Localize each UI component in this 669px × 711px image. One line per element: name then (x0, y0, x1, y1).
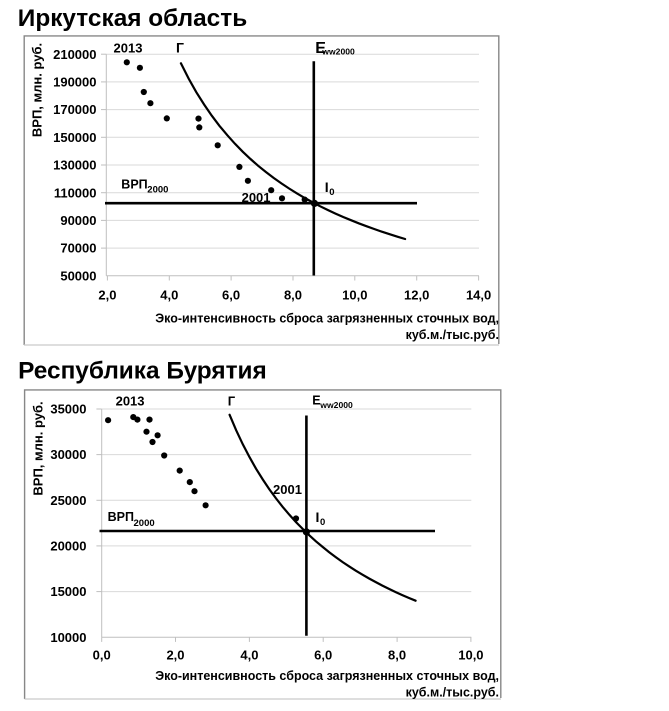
svg-text:10000: 10000 (50, 630, 86, 645)
svg-text:12,0: 12,0 (404, 288, 429, 303)
svg-text:2001: 2001 (242, 190, 271, 205)
svg-text:35000: 35000 (50, 402, 86, 417)
svg-text:50000: 50000 (60, 268, 96, 283)
svg-text:Республика Бурятия: Республика Бурятия (18, 358, 267, 385)
svg-text:30000: 30000 (50, 447, 86, 462)
svg-text:Г: Г (176, 39, 184, 55)
svg-text:190000: 190000 (53, 75, 96, 90)
svg-text:2013: 2013 (116, 393, 145, 408)
svg-text:ВРП: ВРП (108, 510, 134, 524)
svg-text:150000: 150000 (53, 130, 96, 145)
svg-text:10,0: 10,0 (458, 648, 483, 663)
svg-text:6,0: 6,0 (314, 648, 332, 663)
svg-text:90000: 90000 (60, 213, 96, 228)
svg-text:ww2000: ww2000 (319, 400, 353, 410)
svg-text:4,0: 4,0 (160, 288, 178, 303)
svg-text:10,0: 10,0 (342, 288, 367, 303)
svg-text:куб.м./тыс.руб.: куб.м./тыс.руб. (406, 685, 499, 699)
svg-text:2,0: 2,0 (166, 648, 184, 663)
svg-text:I: I (325, 179, 329, 195)
svg-text:6,0: 6,0 (222, 288, 240, 303)
svg-text:2013: 2013 (114, 41, 143, 56)
svg-text:15000: 15000 (50, 584, 86, 599)
svg-text:2000: 2000 (134, 518, 155, 529)
svg-text:Эко-интенсивность сброса загря: Эко-интенсивность сброса загрязненных ст… (155, 311, 499, 325)
svg-text:ВРП, млн. руб.: ВРП, млн. руб. (30, 401, 45, 495)
svg-text:I: I (316, 509, 320, 525)
svg-text:0: 0 (329, 187, 334, 198)
svg-text:0: 0 (320, 517, 325, 528)
svg-text:110000: 110000 (54, 185, 97, 200)
svg-text:170000: 170000 (53, 102, 96, 117)
svg-text:Г: Г (228, 394, 236, 409)
svg-text:ВРП: ВРП (121, 177, 147, 191)
svg-text:25000: 25000 (50, 493, 86, 508)
svg-text:20000: 20000 (50, 539, 86, 554)
svg-text:70000: 70000 (60, 241, 96, 256)
svg-text:8,0: 8,0 (388, 648, 406, 663)
svg-text:210000: 210000 (53, 47, 96, 62)
svg-text:2001: 2001 (273, 482, 302, 497)
svg-text:2,0: 2,0 (98, 288, 116, 303)
svg-text:8,0: 8,0 (284, 288, 302, 303)
svg-text:2000: 2000 (147, 185, 168, 196)
svg-text:130000: 130000 (53, 158, 96, 173)
svg-text:E: E (312, 393, 320, 407)
svg-text:ВРП, млн. руб.: ВРП, млн. руб. (30, 43, 45, 137)
svg-text:0,0: 0,0 (93, 648, 111, 663)
svg-text:4,0: 4,0 (240, 648, 258, 663)
svg-text:E: E (315, 40, 326, 57)
svg-text:Эко-интенсивность сброса загря: Эко-интенсивность сброса загрязненных ст… (155, 669, 499, 683)
svg-text:14,0: 14,0 (466, 288, 491, 303)
svg-text:ww2000: ww2000 (321, 47, 355, 57)
svg-text:куб.м./тыс.руб.: куб.м./тыс.руб. (406, 328, 499, 342)
svg-text:Иркутская область: Иркутская область (18, 5, 247, 32)
